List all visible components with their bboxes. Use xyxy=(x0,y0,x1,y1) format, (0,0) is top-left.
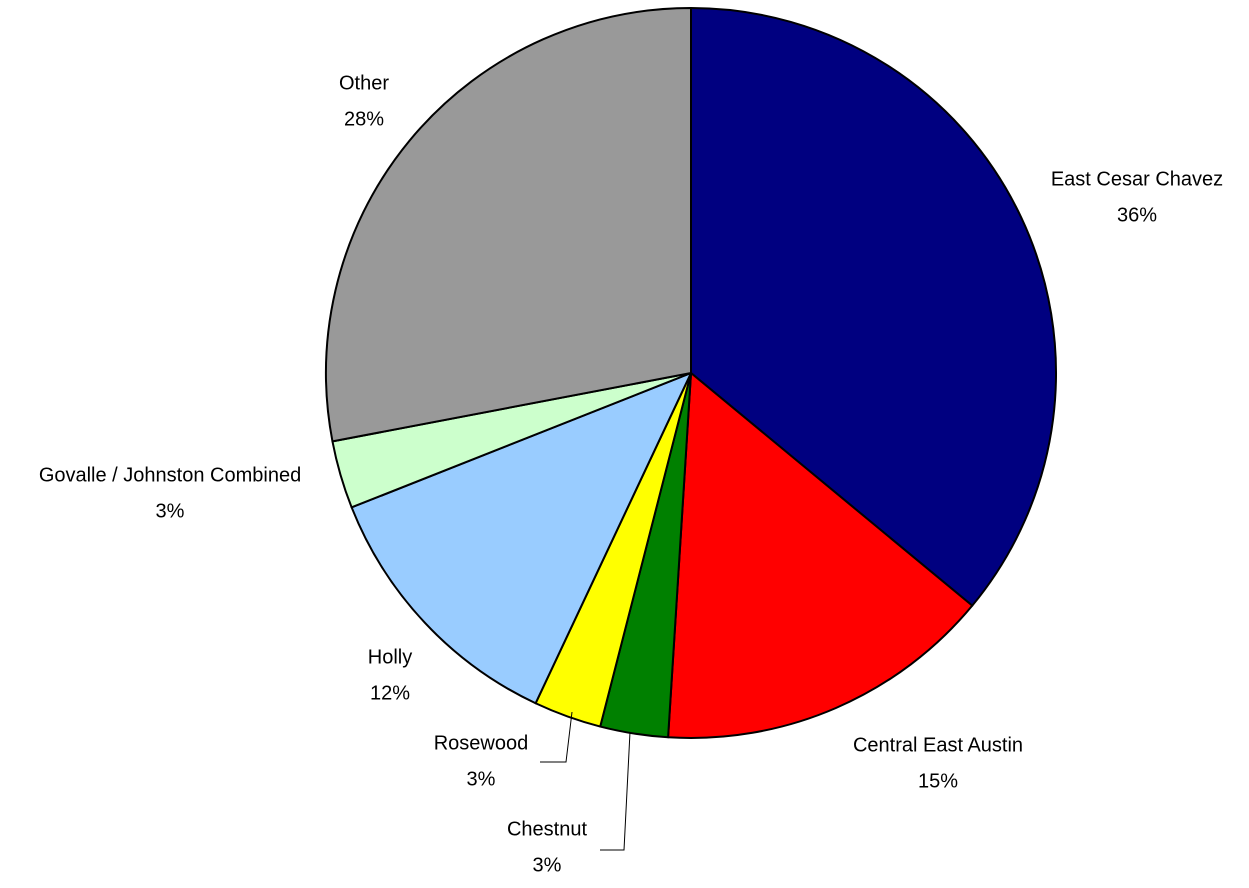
slice-label: Other xyxy=(339,72,389,94)
slice-label: East Cesar Chavez xyxy=(1051,168,1223,190)
slice xyxy=(667,372,974,739)
slice-value-label: 3% xyxy=(533,854,562,876)
pie xyxy=(325,7,1057,739)
slice-label: Rosewood xyxy=(434,732,529,754)
slice-value-label: 3% xyxy=(156,500,185,522)
leader-line xyxy=(540,711,573,763)
slice-value-label: 12% xyxy=(370,682,410,704)
slice-value-label: 15% xyxy=(918,770,958,792)
slice-value-label: 28% xyxy=(344,108,384,130)
slice-label: Govalle / Johnston Combined xyxy=(39,464,301,486)
slice-label: Holly xyxy=(368,646,412,668)
slice xyxy=(325,7,692,443)
slice xyxy=(350,372,692,705)
slice-label: Chestnut xyxy=(507,818,587,840)
slice-value-label: 3% xyxy=(467,768,496,790)
slice-label: Central East Austin xyxy=(853,734,1023,756)
slice xyxy=(690,7,1057,607)
leader-line xyxy=(600,731,631,851)
slice-value-label: 36% xyxy=(1117,204,1157,226)
labels: East Cesar Chavez 36% Central East Austin 1… xyxy=(39,72,1223,876)
